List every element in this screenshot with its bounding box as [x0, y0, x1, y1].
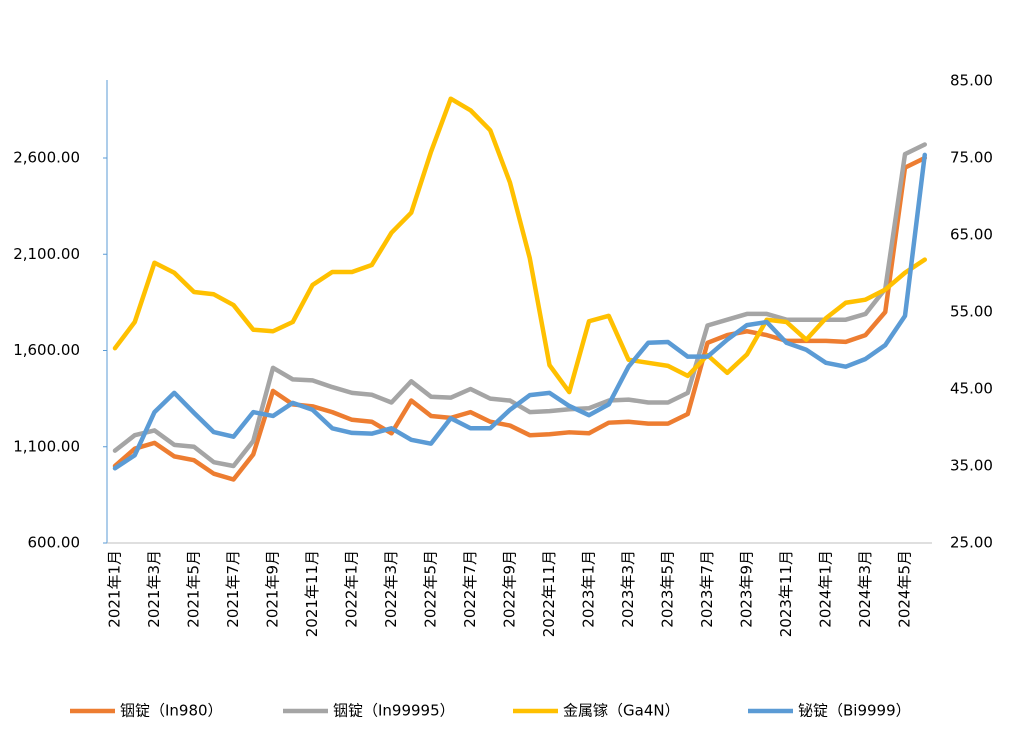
legend-label: 铟锭（In99995）: [333, 702, 455, 720]
x-tick-label: 2023年5月: [659, 550, 677, 628]
x-tick-label: 2024年1月: [817, 550, 835, 628]
legend-label: 铟锭（In980）: [120, 702, 223, 720]
series-line: [112, 152, 927, 471]
y-tick-label: 1,600.00: [13, 341, 80, 359]
y2-tick-label: 25.00: [950, 534, 993, 552]
series-line: [112, 142, 927, 469]
x-tick-label: 2023年1月: [580, 550, 598, 628]
legend-label: 金属镓（Ga4N）: [563, 702, 680, 720]
y2-tick-label: 85.00: [950, 72, 993, 90]
x-tick-label: 2022年9月: [501, 550, 519, 628]
x-tick-label: 2021年1月: [106, 550, 124, 628]
x-tick-label: 2024年5月: [896, 550, 914, 628]
x-tick-label: 2021年11月: [303, 550, 321, 637]
x-tick-label: 2023年11月: [777, 550, 795, 637]
x-tick-label: 2022年3月: [382, 550, 400, 628]
series-line: [112, 155, 927, 482]
y-tick-label: 2,600.00: [13, 149, 80, 167]
y2-tick-label: 35.00: [950, 457, 993, 475]
x-tick-label: 2021年3月: [145, 550, 163, 628]
y-tick-label: 600.00: [28, 534, 81, 552]
series-line: [112, 96, 927, 395]
x-tick-label: 2022年11月: [540, 550, 558, 637]
x-tick-label: 2021年9月: [264, 550, 282, 628]
x-tick-label: 2022年5月: [422, 550, 440, 628]
x-tick-label: 2023年3月: [619, 550, 637, 628]
x-tick-label: 2023年7月: [698, 550, 716, 628]
y2-tick-label: 45.00: [950, 380, 993, 398]
y2-tick-label: 75.00: [950, 149, 993, 167]
x-tick-label: 2023年9月: [738, 550, 756, 628]
y2-tick-label: 65.00: [950, 226, 993, 244]
legend-label: 铋锭（Bi9999）: [798, 702, 911, 720]
x-tick-label: 2021年5月: [185, 550, 203, 628]
x-tick-label: 2021年7月: [224, 550, 242, 628]
x-tick-label: 2022年1月: [343, 550, 361, 628]
y2-tick-label: 55.00: [950, 303, 993, 321]
x-tick-label: 2022年7月: [461, 550, 479, 628]
y-tick-label: 1,100.00: [13, 437, 80, 455]
y-tick-label: 2,100.00: [13, 245, 80, 263]
x-tick-label: 2024年3月: [856, 550, 874, 628]
